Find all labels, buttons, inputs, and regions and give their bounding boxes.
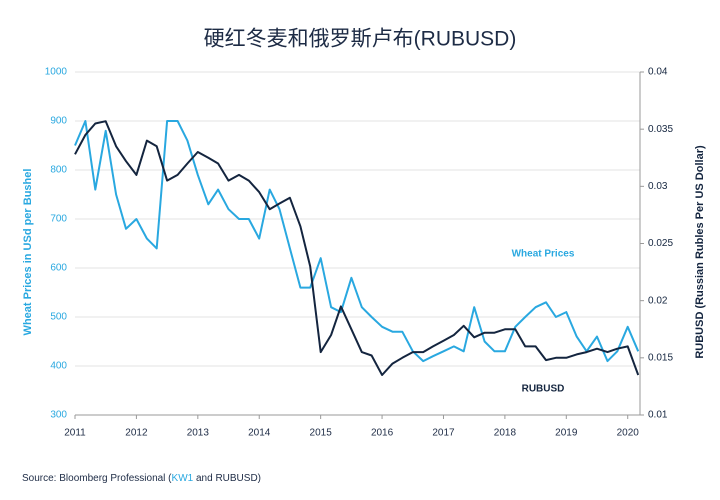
x-tick-label: 2014 <box>248 428 271 439</box>
y2-tick-label: 0.03 <box>648 181 668 192</box>
y-tick-label: 600 <box>50 263 67 274</box>
y-tick-label: 800 <box>50 165 67 176</box>
x-tick-label: 2018 <box>494 428 517 439</box>
y-tick-label: 300 <box>50 410 67 421</box>
y-tick-label: 1000 <box>45 67 68 78</box>
x-tick-label: 2020 <box>617 428 640 439</box>
y-tick-label: 400 <box>50 361 67 372</box>
y2-tick-label: 0.02 <box>648 295 668 306</box>
series-line <box>74 120 640 363</box>
x-tick-label: 2011 <box>64 428 86 439</box>
chart-title: 硬红冬麦和俄罗斯卢布(RUBUSD) <box>204 28 517 51</box>
x-tick-label: 2017 <box>432 428 455 439</box>
x-tick-label: 2015 <box>310 428 333 439</box>
y2-axis-label: RUBUSD (Russian Rubles Per US Dollar) <box>694 145 706 359</box>
series-label: Wheat Prices <box>512 249 575 260</box>
source-link[interactable]: KW1 <box>172 473 194 484</box>
x-tick-label: 2013 <box>187 428 210 439</box>
x-tick-label: 2012 <box>125 428 148 439</box>
y-tick-label: 900 <box>50 116 67 127</box>
source-suffix: and RUBUSD) <box>193 473 261 484</box>
y2-tick-label: 0.035 <box>648 124 673 135</box>
y2-tick-label: 0.01 <box>648 410 668 421</box>
y-tick-label: 500 <box>50 312 67 323</box>
x-tick-label: 2016 <box>371 428 394 439</box>
y-axis-label: Wheat Prices in USd per Bushel <box>22 169 34 336</box>
y2-tick-label: 0.04 <box>648 67 668 78</box>
y2-tick-label: 0.015 <box>648 352 673 363</box>
source: Source: Bloomberg Professional (KW1 and … <box>22 473 261 484</box>
y2-tick-label: 0.025 <box>648 238 673 249</box>
x-tick-label: 2019 <box>555 428 578 439</box>
series-label: RUBUSD <box>522 384 565 395</box>
series-line <box>74 120 640 376</box>
source-prefix: Source: Bloomberg Professional ( <box>22 473 172 484</box>
y-tick-label: 700 <box>50 214 67 225</box>
